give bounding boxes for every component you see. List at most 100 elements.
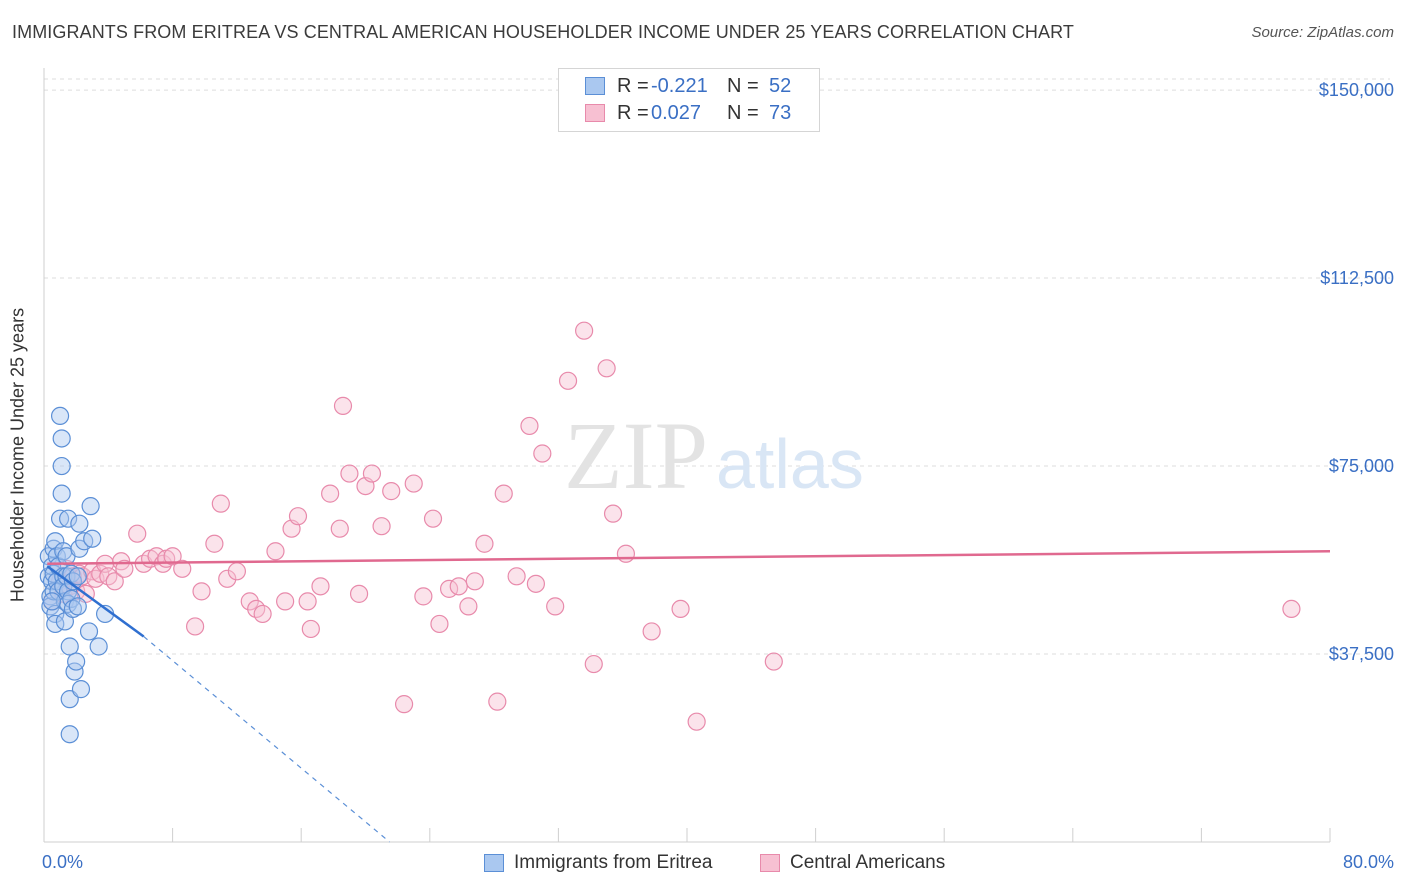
central-americans-point [404,474,423,493]
eritrea-point [52,429,71,448]
central-americans-point [372,517,391,536]
central-americans-point [205,534,224,553]
central-americans-point [311,577,330,596]
eritrea-point [68,597,87,616]
central-americans-point [597,359,616,378]
central-americans-point [362,464,382,483]
central-americans-point [115,559,134,578]
central-americans-point [298,592,317,611]
x-tick-label-min: 0.0% [42,852,84,872]
central-americans-point [671,599,690,619]
eritrea-trend-extension [143,636,390,843]
series-legend-label: Immigrants from Eritrea [514,852,713,873]
legend-n-label: N = [727,101,759,124]
y-tick-label: $75,000 [1328,456,1394,477]
eritrea-point [52,456,71,476]
legend-swatch-pink [760,854,780,872]
central-americans-point [687,712,706,731]
correlation-legend: R = -0.221 N = 52 R = 0.027 N = 73 [558,68,820,132]
central-americans-point [533,444,552,463]
central-americans-point [211,494,230,513]
eritrea-point [71,680,91,699]
central-americans-point [253,604,272,624]
central-americans-point [173,559,192,578]
x-tick-label-max: 80.0% [1342,852,1394,872]
legend-swatch-blue [484,854,504,872]
central-americans-point [449,577,468,596]
central-americans-point [128,524,147,543]
legend-r-value: -0.221 [651,74,708,97]
central-americans-point [546,597,565,616]
y-tick-label: $112,500 [1320,268,1394,289]
eritrea-point [89,637,108,656]
series-legend-central-americans[interactable]: Central Americans [760,852,945,874]
eritrea-points [39,406,115,744]
central-americans-point [186,617,205,636]
y-tick-label: $37,500 [1328,644,1394,665]
trend-lines [46,550,1331,843]
legend-r-label: R = [617,74,649,97]
eritrea-point [59,509,78,528]
eritrea-point [67,652,86,671]
eritrea-trend-line [46,565,145,638]
chart-title: IMMIGRANTS FROM ERITREA VS CENTRAL AMERI… [12,22,1074,42]
central-americans-point [394,695,414,714]
central-americans-point [764,652,783,671]
central-americans-point [459,597,478,616]
legend-swatch-blue [585,77,605,95]
central-americans-point [414,587,433,606]
eritrea-point [60,725,79,744]
legend-swatch-pink [585,104,605,122]
watermark: ZIP atlas [564,402,864,509]
central-americans-point [475,534,494,553]
y-tick-label: $150,000 [1318,80,1394,101]
legend-n-value: 52 [769,74,792,97]
central-americans-point [333,396,353,415]
legend-r-label: R = [617,101,649,124]
legend-row-eritrea: R = -0.221 N = 52 [585,73,791,99]
series-legend: Immigrants from Eritrea Central American… [0,852,1406,878]
central-americans-point [321,484,340,503]
eritrea-point [63,572,83,591]
central-americans-point [575,321,594,340]
legend-row-central-americans: R = 0.027 N = 73 [585,100,791,126]
central-americans-point [1282,599,1301,619]
central-americans-point [465,572,484,591]
central-americans-point [423,509,443,528]
central-americans-point [218,569,237,588]
source-label: Source: ZipAtlas.com [1251,24,1394,41]
central-americans-point [430,614,449,634]
central-americans-point [330,519,349,538]
watermark-zip: ZIP [564,402,708,509]
series-legend-eritrea[interactable]: Immigrants from Eritrea [484,852,712,874]
legend-n-label: N = [727,74,759,97]
axes [43,68,1331,843]
eritrea-point [52,484,71,503]
central-americans-point [349,584,369,603]
central-americans-point [227,562,246,581]
central-americans-point [301,619,320,639]
central-americans-point [105,572,124,591]
central-americans-point [520,416,539,436]
central-americans-trend-line [47,550,1331,566]
central-americans-point [558,371,578,390]
eritrea-point [60,637,79,656]
central-americans-point [266,542,285,561]
eritrea-point [79,622,99,641]
central-americans-point [494,484,513,503]
central-americans-point [526,574,545,593]
eritrea-point [70,514,89,533]
central-americans-point [488,692,507,711]
central-americans-point [642,622,661,641]
central-americans-point [240,592,259,611]
central-americans-point [288,507,308,526]
central-americans-point [382,482,401,501]
central-americans-point [616,544,636,563]
central-americans-point [340,464,359,483]
eritrea-point [63,599,83,619]
central-americans-point [276,592,295,611]
watermark-atlas: atlas [716,425,864,503]
eritrea-point [68,567,87,586]
eritrea-point [50,406,70,426]
legend-n-value: 73 [769,101,792,124]
